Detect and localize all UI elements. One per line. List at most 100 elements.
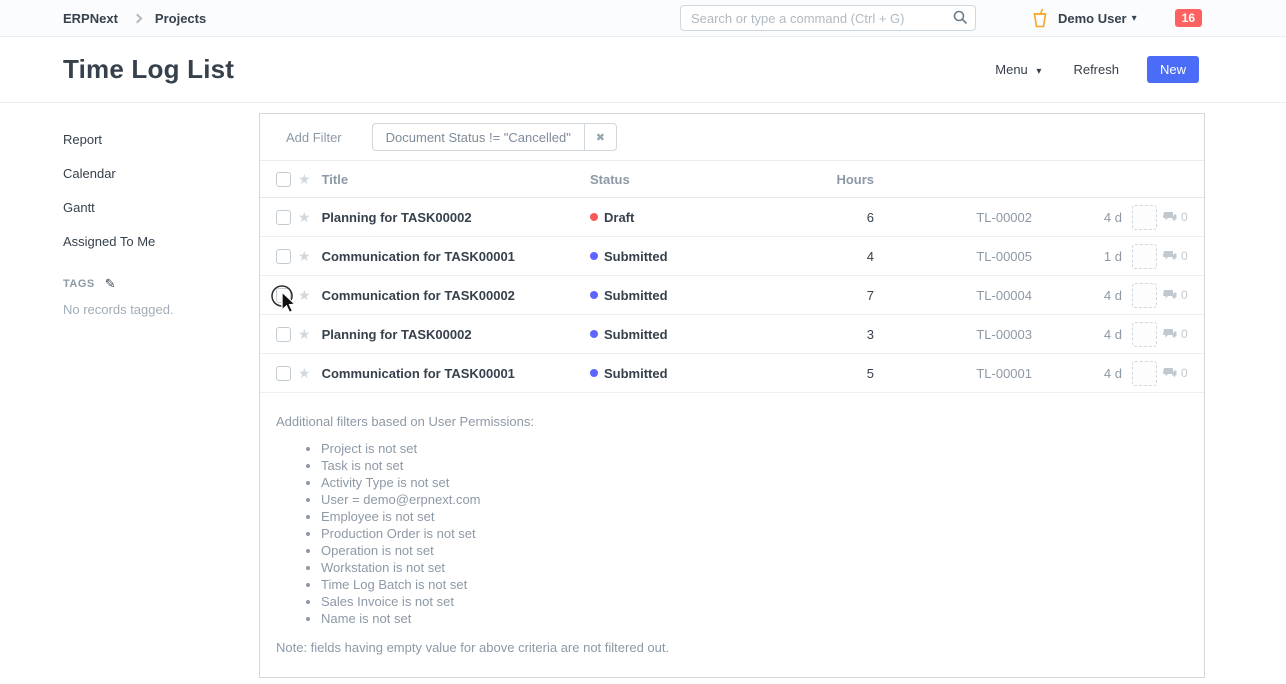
select-all-checkbox[interactable] bbox=[276, 171, 291, 187]
status-dot bbox=[590, 213, 598, 221]
permissions-note: Additional filters based on User Permiss… bbox=[260, 393, 1204, 655]
comment-icon bbox=[1163, 329, 1177, 339]
row-checkbox[interactable] bbox=[276, 248, 291, 264]
refresh-button[interactable]: Refresh bbox=[1073, 62, 1119, 77]
assign-avatar-placeholder[interactable] bbox=[1132, 282, 1157, 308]
row-id-link[interactable]: TL-00002 bbox=[976, 209, 1032, 225]
comment-icon bbox=[1163, 290, 1177, 300]
comment-icon bbox=[1163, 368, 1177, 378]
filter-label[interactable]: Document Status != "Cancelled" bbox=[385, 129, 571, 145]
column-header-status[interactable]: Status bbox=[590, 171, 630, 187]
row-hours: 6 bbox=[866, 209, 874, 225]
permissions-item: Employee is not set bbox=[321, 508, 1188, 525]
new-button[interactable]: New bbox=[1146, 56, 1199, 83]
comment-count[interactable]: 0 bbox=[1163, 366, 1188, 380]
assign-avatar-placeholder[interactable] bbox=[1132, 204, 1157, 230]
permissions-item: Sales Invoice is not set bbox=[321, 593, 1188, 610]
comment-count[interactable]: 0 bbox=[1163, 210, 1188, 224]
permissions-item: Name is not set bbox=[321, 610, 1188, 627]
star-icon[interactable]: ★ bbox=[298, 326, 311, 342]
row-checkbox[interactable] bbox=[276, 365, 291, 381]
table-row[interactable]: ★ Planning for TASK00002 Submitted 3 TL-… bbox=[260, 315, 1204, 354]
permissions-item: Project is not set bbox=[321, 440, 1188, 457]
row-hours: 3 bbox=[866, 326, 874, 342]
row-id-link[interactable]: TL-00003 bbox=[976, 326, 1032, 342]
column-header-title[interactable]: Title bbox=[321, 171, 349, 187]
row-title-link[interactable]: Communication for TASK00001 bbox=[321, 248, 515, 264]
table-row[interactable]: ★ Communication for TASK00001 Submitted … bbox=[260, 237, 1204, 276]
add-filter-button[interactable]: Add Filter bbox=[286, 129, 342, 145]
sidebar-item-report[interactable]: Report bbox=[63, 132, 103, 147]
table-row[interactable]: ★ Planning for TASK00002 Draft 6 TL-0000… bbox=[260, 198, 1204, 237]
row-title-link[interactable]: Communication for TASK00001 bbox=[321, 365, 515, 381]
active-filter-pill[interactable]: Document Status != "Cancelled" ✖ bbox=[371, 123, 617, 151]
row-hours: 4 bbox=[866, 248, 874, 264]
close-icon: ✖ bbox=[595, 131, 605, 144]
row-id-link[interactable]: TL-00001 bbox=[976, 365, 1032, 381]
row-title-link[interactable]: Planning for TASK00002 bbox=[321, 209, 472, 225]
search-icon[interactable] bbox=[953, 10, 968, 30]
sidebar-item-calendar[interactable]: Calendar bbox=[63, 166, 116, 181]
status-dot bbox=[590, 369, 598, 377]
star-icon[interactable]: ★ bbox=[298, 209, 311, 225]
permissions-item: User = demo@erpnext.com bbox=[321, 491, 1188, 508]
caret-down-icon: ▾ bbox=[1036, 66, 1042, 77]
menu-button[interactable]: Menu ▾ bbox=[995, 62, 1042, 77]
brand-link[interactable]: ERPNext bbox=[63, 10, 118, 26]
status-badge: Submitted bbox=[590, 249, 668, 264]
search-input[interactable] bbox=[679, 5, 976, 31]
assign-avatar-placeholder[interactable] bbox=[1132, 321, 1157, 347]
table-row[interactable]: ★ Communication for TASK00001 Submitted … bbox=[260, 354, 1204, 393]
row-title-link[interactable]: Communication for TASK00002 bbox=[321, 287, 515, 303]
status-badge: Submitted bbox=[590, 288, 668, 303]
star-icon[interactable]: ★ bbox=[298, 171, 311, 187]
star-icon[interactable]: ★ bbox=[298, 287, 311, 303]
column-header-hours[interactable]: Hours bbox=[836, 171, 874, 187]
user-menu[interactable]: Demo User bbox=[1057, 10, 1127, 26]
permissions-item: Task is not set bbox=[321, 457, 1188, 474]
global-search bbox=[679, 5, 976, 31]
row-checkbox[interactable] bbox=[276, 287, 291, 303]
filter-area: Add Filter Document Status != "Cancelled… bbox=[260, 114, 1204, 161]
sidebar-item-assigned-to-me[interactable]: Assigned To Me bbox=[63, 234, 156, 249]
star-icon[interactable]: ★ bbox=[298, 248, 311, 264]
row-age: 1 d bbox=[1103, 248, 1122, 264]
comment-count[interactable]: 0 bbox=[1163, 327, 1188, 341]
row-checkbox[interactable] bbox=[276, 209, 291, 225]
row-hours: 5 bbox=[866, 365, 874, 381]
chevron-right-icon bbox=[132, 13, 143, 23]
list-container: Add Filter Document Status != "Cancelled… bbox=[259, 113, 1205, 678]
comment-icon bbox=[1163, 251, 1177, 261]
list-header-row: ★ Title Status Hours bbox=[260, 161, 1204, 198]
permissions-list: Project is not set Task is not set Activ… bbox=[276, 440, 1188, 627]
permissions-heading: Additional filters based on User Permiss… bbox=[276, 414, 534, 429]
sidebar-item-gantt[interactable]: Gantt bbox=[63, 200, 95, 215]
permissions-item: Activity Type is not set bbox=[321, 474, 1188, 491]
comment-count[interactable]: 0 bbox=[1163, 249, 1188, 263]
assign-avatar-placeholder[interactable] bbox=[1132, 243, 1157, 269]
row-age: 4 d bbox=[1103, 365, 1122, 381]
row-checkbox[interactable] bbox=[276, 326, 291, 342]
row-hours: 7 bbox=[866, 287, 874, 303]
permissions-item: Operation is not set bbox=[321, 542, 1188, 559]
comment-icon bbox=[1163, 212, 1177, 222]
comment-count[interactable]: 0 bbox=[1163, 288, 1188, 302]
assign-avatar-placeholder[interactable] bbox=[1132, 360, 1157, 386]
row-age: 4 d bbox=[1103, 287, 1122, 303]
list-sidebar: Report Calendar Gantt Assigned To Me TAG… bbox=[63, 103, 259, 678]
drink-icon[interactable] bbox=[1032, 8, 1048, 28]
star-icon[interactable]: ★ bbox=[298, 365, 311, 381]
table-row[interactable]: ★ Communication for TASK00002 Submitted … bbox=[260, 276, 1204, 315]
permissions-item: Production Order is not set bbox=[321, 525, 1188, 542]
navbar: ERPNext Projects Demo User ▾ 16 bbox=[0, 0, 1286, 37]
remove-filter-button[interactable]: ✖ bbox=[583, 124, 616, 150]
row-age: 4 d bbox=[1103, 326, 1122, 342]
row-id-link[interactable]: TL-00004 bbox=[976, 287, 1032, 303]
permissions-item: Time Log Batch is not set bbox=[321, 576, 1188, 593]
notification-badge[interactable]: 16 bbox=[1174, 9, 1202, 27]
row-id-link[interactable]: TL-00005 bbox=[976, 248, 1032, 264]
edit-tags-pencil-icon[interactable]: ✎ bbox=[104, 276, 117, 291]
breadcrumb-projects[interactable]: Projects bbox=[154, 10, 207, 26]
caret-down-icon: ▾ bbox=[1131, 12, 1137, 24]
row-title-link[interactable]: Planning for TASK00002 bbox=[321, 326, 472, 342]
